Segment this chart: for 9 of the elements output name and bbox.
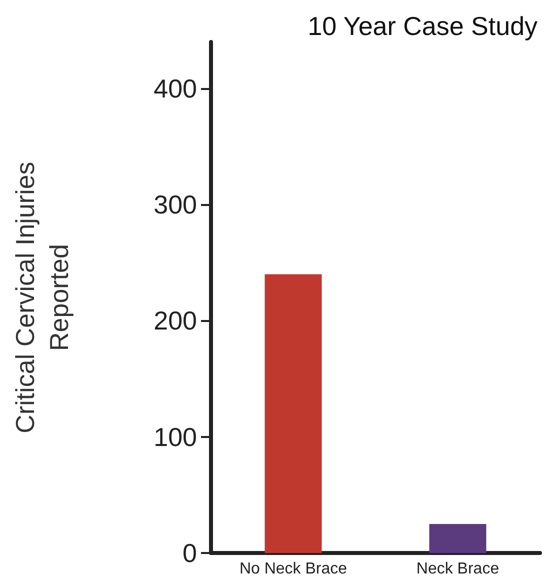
x-tick-label: No Neck Brace [239,560,348,578]
y-tick-label: 100 [154,422,197,452]
y-tick-label: 0 [182,538,197,568]
y-tick-label: 400 [154,73,197,104]
chart-title: 10 Year Case Study [308,11,538,41]
y-axis-title: Critical Cervical Injuries Reported [10,162,74,434]
y-tick-label: 300 [154,190,197,220]
y-tick-label: 200 [154,306,197,336]
x-tick-label: Neck Brace [416,560,500,578]
